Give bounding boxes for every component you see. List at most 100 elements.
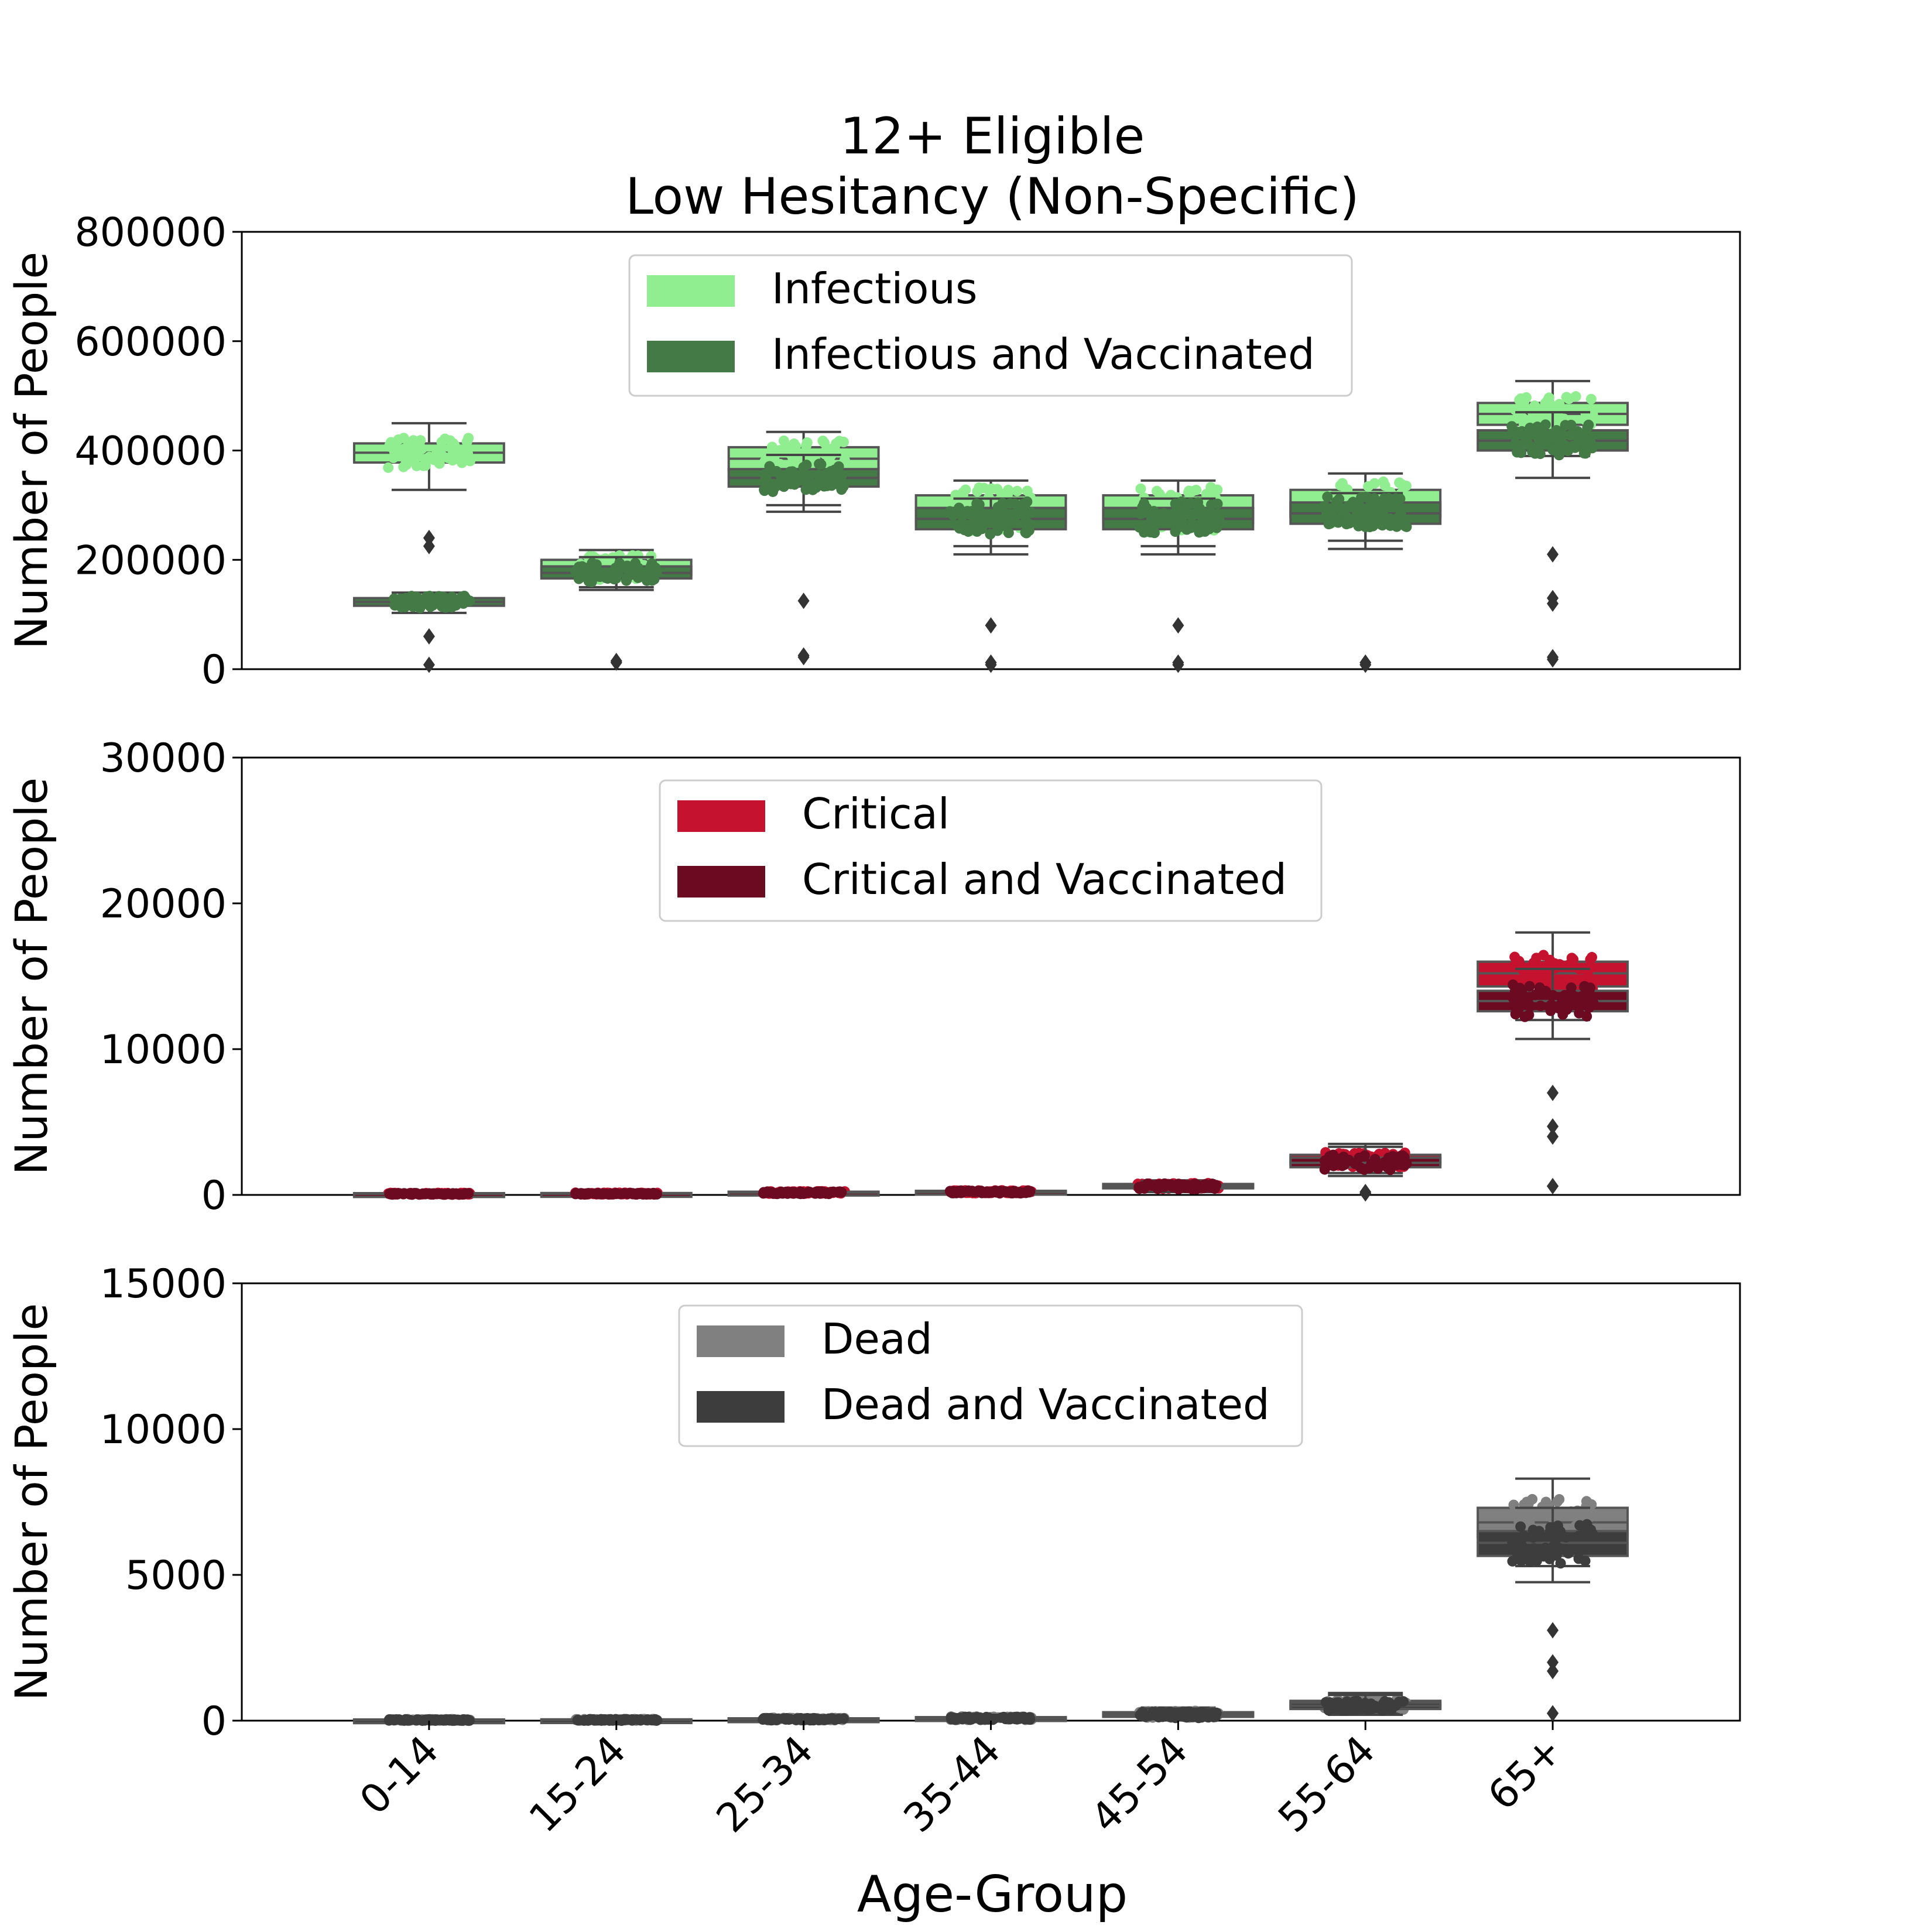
strip-point	[384, 1188, 395, 1200]
outlier-marker	[985, 656, 997, 673]
strip-point	[785, 466, 796, 477]
strip-point	[1580, 1556, 1591, 1567]
legend-swatch	[697, 1391, 785, 1423]
x-tick-label: 55-64	[1270, 1727, 1385, 1842]
strip-point	[420, 460, 431, 471]
outlier-marker	[985, 617, 997, 634]
strip-point	[1023, 1185, 1034, 1196]
strip-point	[1563, 393, 1574, 405]
strip-point	[591, 559, 602, 570]
strip-point	[420, 1188, 431, 1200]
y-axis-label: Number of People	[5, 777, 57, 1175]
strip-point	[637, 570, 648, 581]
strip-point	[1003, 527, 1014, 539]
strip-point	[577, 1188, 588, 1199]
strip-point	[1556, 981, 1567, 992]
strip-point	[768, 1188, 779, 1199]
legend-frame	[659, 779, 1323, 922]
strip-point	[1579, 982, 1590, 993]
strip-point	[1556, 428, 1567, 439]
strip-point	[1510, 1003, 1522, 1015]
legend: Infectious Infectious and Vaccinated	[628, 254, 1353, 397]
box-15-24-critical-and-vaccinated	[540, 1187, 693, 1200]
strip-point	[985, 529, 996, 540]
strip-point	[1010, 511, 1021, 522]
strip-point	[1513, 1548, 1525, 1559]
strip-point	[1582, 422, 1593, 433]
strip-point	[833, 1187, 844, 1198]
strip-point	[788, 458, 799, 469]
strip-point	[1193, 1707, 1204, 1718]
strip-point	[444, 435, 455, 446]
y-tick-label: 0	[201, 647, 227, 693]
strip-point	[1510, 1508, 1522, 1519]
strip-point	[1138, 1711, 1149, 1722]
strip-point	[972, 486, 983, 497]
strip-point	[1578, 448, 1590, 459]
strip-point	[1530, 989, 1541, 1001]
strip-point	[448, 1715, 460, 1726]
strip-point	[1139, 502, 1150, 513]
strip-point	[596, 1714, 607, 1725]
y-axis-label: Number of People	[5, 1303, 57, 1701]
strip-point	[833, 461, 844, 472]
strip-point	[766, 441, 777, 453]
strip-point	[1517, 962, 1528, 973]
box-65+-infectious-and-vaccinated	[1477, 411, 1629, 668]
strip-point	[1580, 1505, 1591, 1516]
strip-point	[1515, 982, 1526, 994]
strip-point	[963, 1713, 974, 1724]
strip-point	[975, 1714, 986, 1725]
strip-point	[950, 1713, 961, 1724]
strip-point	[1369, 493, 1380, 504]
strip-point	[1527, 1493, 1538, 1505]
outlier-marker	[1547, 1622, 1559, 1639]
strip-point	[1026, 507, 1037, 518]
strip-point	[1581, 1496, 1592, 1508]
strip-point	[463, 1188, 474, 1199]
legend-frame	[628, 254, 1353, 397]
strip-point	[1382, 1157, 1393, 1168]
strip-point	[1552, 1520, 1563, 1532]
y-tick-label: 30000	[100, 735, 227, 782]
strip-point	[1524, 981, 1535, 992]
strip-point	[1395, 493, 1406, 504]
strip-point	[1012, 485, 1023, 496]
strip-point	[1535, 1001, 1546, 1012]
strip-point	[1176, 515, 1187, 526]
y-tick-label: 200000	[74, 537, 227, 584]
strip-point	[969, 515, 980, 526]
strip-point	[1361, 508, 1372, 519]
strip-point	[443, 453, 454, 464]
strip-point	[1377, 1703, 1388, 1714]
box-0-14-infectious-and-vaccinated	[352, 590, 505, 673]
strip-point	[814, 458, 825, 470]
strip-point	[1539, 1543, 1550, 1554]
strip-point	[1534, 448, 1546, 460]
strip-point	[447, 444, 458, 455]
y-tick-label: 800000	[74, 210, 227, 256]
strip-point	[997, 503, 1008, 514]
strip-point	[1133, 1181, 1145, 1193]
strip-point	[759, 469, 770, 480]
strip-point	[1143, 1179, 1155, 1190]
box-35-44-infectious-and-vaccinated	[914, 496, 1067, 673]
strip-point	[1401, 521, 1412, 532]
strip-point	[1020, 527, 1031, 538]
strip-point	[958, 523, 969, 535]
strip-point	[1159, 1178, 1170, 1189]
strip-point	[1157, 509, 1168, 520]
strip-point	[436, 437, 447, 448]
strip-point	[787, 441, 798, 452]
strip-point	[1559, 440, 1570, 451]
strip-point	[1540, 398, 1551, 409]
box-55-64-infectious-and-vaccinated	[1289, 491, 1442, 673]
box-15-24-dead-and-vaccinated	[540, 1714, 693, 1726]
box-25-34-critical-and-vaccinated	[727, 1186, 880, 1200]
strip-point	[573, 573, 584, 584]
strip-point	[1001, 1713, 1012, 1724]
strip-point	[1548, 1541, 1559, 1552]
legend-label: Infectious and Vaccinated	[772, 330, 1315, 379]
strip-point	[1571, 1511, 1582, 1522]
strip-point	[1014, 1187, 1025, 1198]
